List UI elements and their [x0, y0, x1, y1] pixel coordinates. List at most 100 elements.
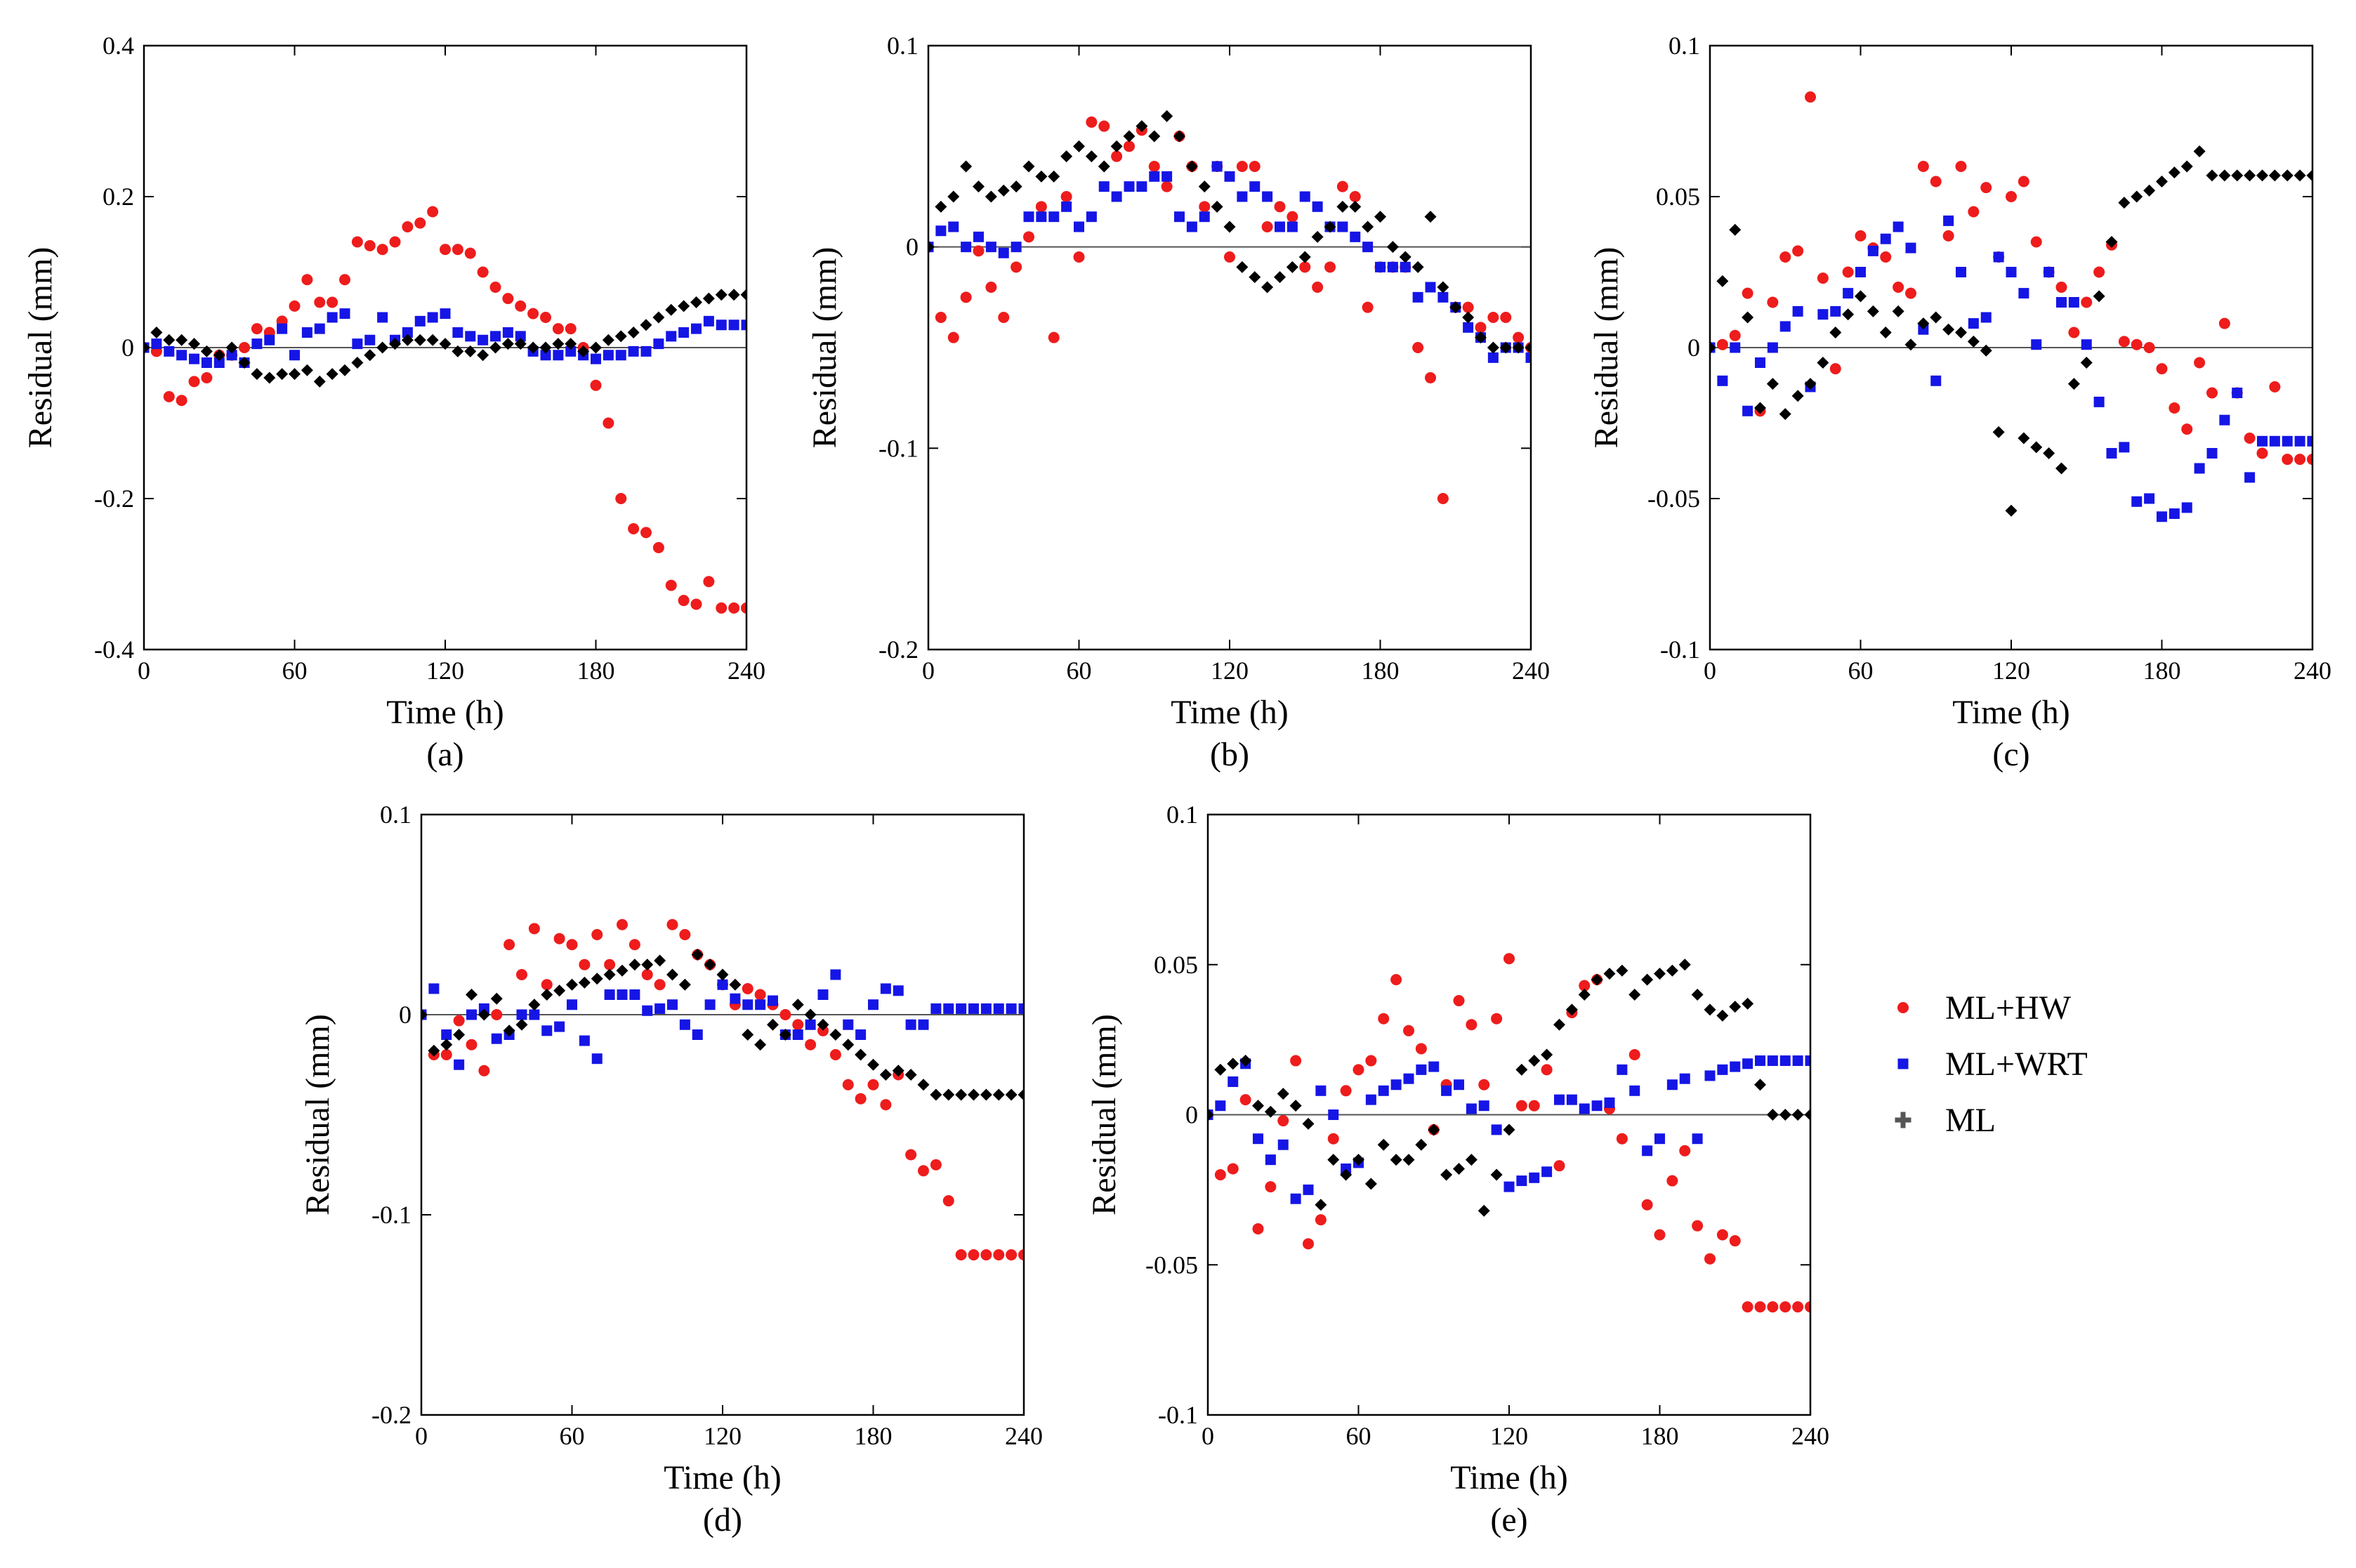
- legend-entry-ml: ML: [1895, 1102, 1996, 1139]
- data-point-wrt: [2169, 508, 2180, 519]
- chart-panel-b: 0 60 120 180 240 -0.2 -0.1 0 0.1 Time (h) (b) Resid…: [806, 32, 1550, 773]
- data-point-wrt: [1755, 1055, 1765, 1067]
- y-axis-title: Residual (mm): [299, 1014, 336, 1215]
- data-point-hw: [2206, 387, 2218, 399]
- data-point-wrt: [1704, 1070, 1716, 1081]
- data-point-wrt: [314, 323, 325, 334]
- data-point-wrt: [893, 985, 904, 996]
- y-tick-label: 0: [121, 334, 134, 362]
- data-point-hw: [1148, 161, 1160, 172]
- data-point-wrt: [1491, 1124, 1502, 1135]
- data-point-wrt: [1328, 1109, 1339, 1120]
- data-point-hw: [1842, 266, 1854, 278]
- data-point-hw: [1403, 1025, 1414, 1036]
- data-point-wrt: [478, 1003, 489, 1014]
- data-point-wrt: [454, 1059, 465, 1070]
- y-tick-label: -0.05: [1145, 1251, 1198, 1279]
- data-point-hw: [301, 274, 313, 286]
- data-point-ml: [804, 1008, 817, 1021]
- data-point-wrt: [603, 350, 614, 361]
- data-point-wrt: [935, 225, 947, 237]
- data-point-ml: [917, 1079, 930, 1091]
- data-point-hw: [1779, 251, 1791, 263]
- data-point-ml: [1791, 1109, 1804, 1121]
- data-point-ml: [1298, 251, 1311, 263]
- data-point-ml: [1704, 1003, 1716, 1016]
- data-point-ml: [1161, 110, 1173, 122]
- data-point-hw: [930, 1159, 942, 1171]
- data-point-ml: [1791, 390, 1804, 402]
- data-point-ml: [716, 968, 729, 981]
- data-point-ml: [842, 1039, 855, 1051]
- data-point-ml: [930, 1088, 942, 1101]
- data-point-ml: [251, 368, 263, 381]
- legend-label-ml: ML: [1945, 1102, 1996, 1139]
- data-point-ml: [1022, 160, 1035, 173]
- data-point-hw: [2307, 454, 2312, 466]
- data-point-wrt: [189, 353, 199, 364]
- data-point-ml: [1603, 968, 1616, 980]
- data-point-hw: [2030, 236, 2042, 248]
- data-point-hw: [1274, 201, 1286, 213]
- series-ml: [421, 949, 1024, 1101]
- series-hw: [1710, 91, 2312, 466]
- data-point-ml: [238, 357, 251, 369]
- data-point-wrt: [2131, 496, 2143, 507]
- data-point-ml: [1465, 1154, 1478, 1166]
- data-point-wrt: [1111, 191, 1122, 202]
- legend-entry-wrt: ML+WRT: [1897, 1046, 2088, 1083]
- data-point-ml: [1930, 311, 1942, 324]
- data-point-hw: [289, 300, 301, 312]
- data-point-ml: [514, 338, 527, 350]
- data-point-ml: [1678, 958, 1691, 971]
- data-point-wrt: [1755, 357, 1765, 368]
- data-point-hw: [478, 1065, 490, 1076]
- data-point-wrt: [226, 350, 237, 361]
- data-point-wrt: [2219, 414, 2230, 426]
- data-point-ml: [1198, 180, 1211, 193]
- data-point-wrt: [1378, 1085, 1389, 1096]
- data-point-ml: [1742, 311, 1754, 324]
- series-wrt: [421, 969, 1024, 1070]
- data-point-wrt: [1956, 267, 1966, 277]
- data-point-ml: [1060, 150, 1073, 163]
- data-point-hw: [968, 1249, 980, 1260]
- data-point-hw: [1336, 180, 1348, 192]
- data-point-wrt: [666, 331, 677, 342]
- data-point-ml: [2030, 441, 2043, 454]
- data-point-hw: [1729, 329, 1741, 341]
- data-point-ml: [466, 989, 478, 1001]
- data-point-wrt: [2282, 435, 2293, 447]
- data-point-ml: [2105, 236, 2118, 248]
- x-tick-label: 60: [1346, 1422, 1371, 1450]
- data-point-wrt: [1893, 221, 1904, 232]
- series-ml: [928, 110, 1531, 354]
- data-point-wrt: [428, 983, 440, 994]
- data-point-wrt: [1666, 1079, 1678, 1091]
- series-wrt: [1710, 215, 2312, 522]
- data-point-hw: [1792, 245, 1804, 257]
- data-point-ml: [627, 327, 640, 338]
- data-point-ml: [955, 1088, 968, 1101]
- data-point-wrt: [1098, 181, 1110, 192]
- data-point-hw: [1227, 1163, 1239, 1175]
- data-point-ml: [453, 1029, 466, 1041]
- data-point-ml: [1136, 120, 1148, 133]
- data-point-hw: [1692, 1220, 1704, 1232]
- data-point-ml: [791, 999, 804, 1011]
- data-point-hw: [1515, 1100, 1527, 1112]
- data-point-wrt: [1018, 1003, 1024, 1014]
- data-point-hw: [1390, 974, 1402, 986]
- data-point-wrt: [691, 323, 702, 334]
- data-point-ml: [704, 958, 716, 971]
- x-tick-label: 120: [426, 657, 464, 685]
- data-point-ml: [2067, 378, 2080, 390]
- data-point-ml: [1515, 1063, 1528, 1076]
- data-point-wrt: [1425, 282, 1436, 293]
- data-point-wrt: [1993, 251, 2004, 263]
- data-point-hw: [1199, 201, 1211, 213]
- data-point-wrt: [1717, 375, 1728, 386]
- data-point-wrt: [1365, 1094, 1376, 1105]
- data-point-wrt: [1905, 242, 1916, 253]
